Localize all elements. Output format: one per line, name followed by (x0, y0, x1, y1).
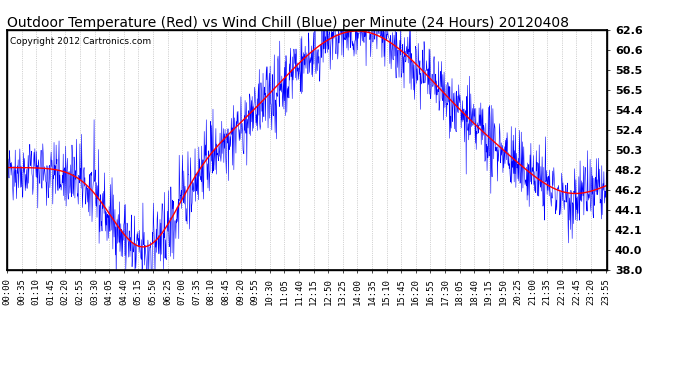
Text: Outdoor Temperature (Red) vs Wind Chill (Blue) per Minute (24 Hours) 20120408: Outdoor Temperature (Red) vs Wind Chill … (7, 16, 569, 30)
Text: Copyright 2012 Cartronics.com: Copyright 2012 Cartronics.com (10, 37, 151, 46)
